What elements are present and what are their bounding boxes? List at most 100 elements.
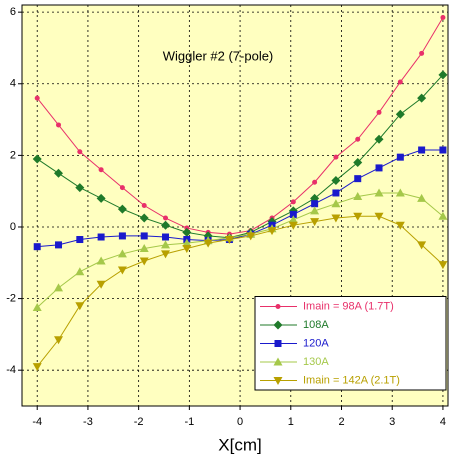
y-tick-label: -2 <box>6 292 16 304</box>
marker <box>182 244 192 253</box>
marker <box>76 236 84 244</box>
marker <box>118 232 126 240</box>
marker <box>224 236 234 245</box>
marker <box>32 363 42 372</box>
y-tick-label: 4 <box>10 78 16 90</box>
marker <box>96 193 106 203</box>
series-line <box>36 74 444 239</box>
marker <box>333 154 339 160</box>
marker <box>331 175 341 185</box>
x-tick-label: 0 <box>237 416 243 428</box>
marker <box>117 266 127 275</box>
marker <box>96 280 106 289</box>
marker <box>310 218 320 227</box>
x-tick-label: 4 <box>440 416 446 428</box>
marker <box>417 93 427 103</box>
y-tick-label: -4 <box>6 364 16 376</box>
marker <box>139 257 149 266</box>
series-line <box>36 192 444 308</box>
marker <box>395 109 405 119</box>
marker <box>182 227 192 237</box>
marker <box>353 158 363 168</box>
x-tick-label: -1 <box>184 416 194 428</box>
marker <box>439 146 447 154</box>
marker <box>75 267 85 276</box>
marker <box>141 203 147 208</box>
marker <box>374 134 384 144</box>
marker <box>355 136 361 142</box>
marker <box>417 241 427 250</box>
marker <box>33 243 41 251</box>
marker <box>163 215 169 221</box>
marker <box>310 206 320 215</box>
marker <box>288 221 298 230</box>
marker <box>32 154 42 164</box>
chart-title: Wiggler #2 (7-pole) <box>163 48 274 63</box>
marker <box>288 215 298 224</box>
marker <box>77 149 83 155</box>
x-tick-label: 3 <box>389 416 395 428</box>
marker <box>438 70 448 80</box>
marker <box>117 204 127 214</box>
y-tick-label: 6 <box>10 6 16 18</box>
series-line <box>36 17 444 235</box>
marker <box>418 146 426 154</box>
marker <box>97 233 105 241</box>
marker <box>374 212 384 221</box>
marker <box>75 183 85 193</box>
marker <box>353 192 363 201</box>
marker <box>395 221 405 230</box>
marker <box>289 210 297 218</box>
marker <box>139 243 149 252</box>
marker <box>440 15 446 21</box>
marker <box>246 232 256 241</box>
marker <box>438 211 448 220</box>
marker <box>332 189 340 197</box>
marker <box>140 232 148 240</box>
marker <box>32 303 42 312</box>
marker <box>376 109 382 115</box>
marker <box>54 283 64 292</box>
marker <box>312 179 318 185</box>
legend-label: Imain = 142A (2.1T) <box>303 374 400 386</box>
marker <box>34 95 40 101</box>
marker <box>274 340 282 347</box>
series-line <box>37 149 443 248</box>
marker <box>203 239 213 248</box>
x-tick-label: 2 <box>338 416 344 428</box>
legend-label: 120A <box>303 337 329 349</box>
marker <box>396 153 404 161</box>
marker <box>139 213 149 223</box>
marker <box>354 175 362 183</box>
marker <box>397 79 403 85</box>
marker <box>331 214 341 223</box>
marker <box>98 167 104 173</box>
marker <box>96 256 106 265</box>
x-axis-label: X[cm] <box>218 435 261 454</box>
marker <box>275 304 281 309</box>
marker <box>182 238 192 247</box>
marker <box>162 233 170 241</box>
marker <box>56 122 62 128</box>
marker <box>417 193 427 202</box>
marker <box>273 357 283 366</box>
marker <box>161 220 171 230</box>
marker <box>54 168 64 178</box>
marker <box>75 302 85 311</box>
marker <box>438 261 448 270</box>
marker <box>117 249 127 258</box>
marker <box>375 164 383 172</box>
marker <box>161 240 171 249</box>
marker <box>273 377 283 385</box>
y-tick-label: 2 <box>10 149 16 161</box>
legend-label: Imain = 98A (1.7T) <box>303 300 394 312</box>
marker <box>331 199 341 208</box>
x-tick-label: -3 <box>83 416 93 428</box>
marker <box>55 241 63 249</box>
legend-label: 108A <box>303 319 329 331</box>
x-tick-label: -4 <box>32 416 42 428</box>
marker <box>119 185 125 191</box>
marker <box>419 50 425 56</box>
marker <box>374 188 384 197</box>
marker <box>311 200 319 208</box>
